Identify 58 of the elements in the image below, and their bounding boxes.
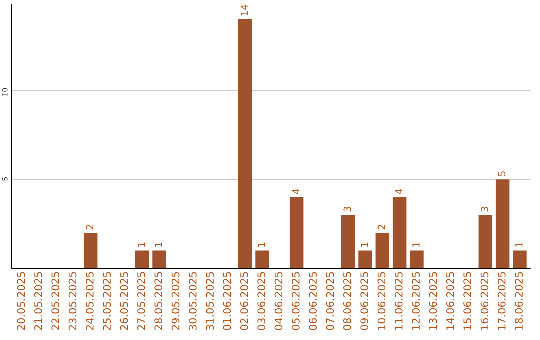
x-tick-label: 02.06.2025 [240, 272, 248, 330]
x-tick-label: 27.05.2025 [137, 272, 146, 330]
bar [478, 215, 493, 269]
x-tick-label: 21.05.2025 [34, 272, 42, 330]
bar [84, 232, 98, 269]
data-label: 4 [395, 189, 403, 194]
bar [290, 197, 304, 269]
data-label: 1 [516, 242, 523, 248]
x-tick-label: 08.06.2025 [343, 272, 352, 330]
x-tick-label: 25.05.2025 [103, 272, 112, 330]
bar [135, 250, 150, 269]
x-tick-label: 31.05.2025 [206, 272, 214, 330]
data-label: 2 [378, 225, 386, 230]
x-tick-label: 17.06.2025 [498, 272, 506, 330]
data-label: 1 [138, 242, 146, 248]
x-tick-label: 14.06.2025 [446, 272, 454, 330]
data-label: 14 [240, 4, 248, 16]
bar [513, 250, 527, 269]
data-label: 4 [292, 189, 300, 194]
x-tick-label: 12.06.2025 [412, 272, 420, 330]
bar [410, 250, 424, 269]
x-tick-label: 20.05.2025 [17, 272, 26, 330]
x-tick-label: 07.06.2025 [326, 272, 334, 330]
x-tick-label: 16.06.2025 [480, 272, 489, 330]
x-tick-label: 15.06.2025 [464, 272, 472, 330]
x-tick-label: 11.06.2025 [394, 272, 403, 330]
data-label: 1 [258, 242, 266, 248]
bar [256, 250, 270, 269]
data-label: 1 [155, 242, 162, 248]
x-tick-label: 13.06.2025 [429, 272, 438, 330]
bar [496, 180, 510, 269]
bar [238, 19, 252, 269]
x-tick-label: 24.05.2025 [86, 272, 94, 330]
data-label: 3 [344, 207, 352, 212]
data-label: 3 [481, 207, 488, 212]
data-label: 2 [86, 225, 94, 230]
x-tick-label: 03.06.2025 [258, 272, 266, 330]
x-tick-label: 04.06.2025 [274, 272, 283, 330]
bar [152, 250, 166, 269]
x-tick-label: 05.06.2025 [292, 272, 300, 330]
bar [392, 197, 407, 269]
x-tick-label: 28.05.2025 [154, 272, 163, 330]
data-label: 5 [498, 172, 506, 176]
bar [341, 215, 356, 269]
data-label: 1 [361, 242, 368, 248]
x-tick-label: 29.05.2025 [172, 272, 180, 330]
bar [376, 232, 390, 269]
x-tick-label: 06.06.2025 [309, 272, 318, 330]
bar [358, 250, 372, 269]
data-label: 1 [412, 242, 420, 248]
x-tick-label: 23.05.2025 [68, 272, 77, 330]
x-tick-label: 18.06.2025 [515, 272, 524, 330]
x-tick-label: 09.06.2025 [360, 272, 369, 330]
x-tick-label: 01.06.2025 [223, 272, 232, 330]
x-tick-label: 26.05.2025 [120, 272, 128, 330]
x-tick-label: 10.06.2025 [378, 272, 386, 330]
x-tick-label: 30.05.2025 [188, 272, 197, 330]
x-tick-label: 22.05.2025 [52, 272, 60, 330]
